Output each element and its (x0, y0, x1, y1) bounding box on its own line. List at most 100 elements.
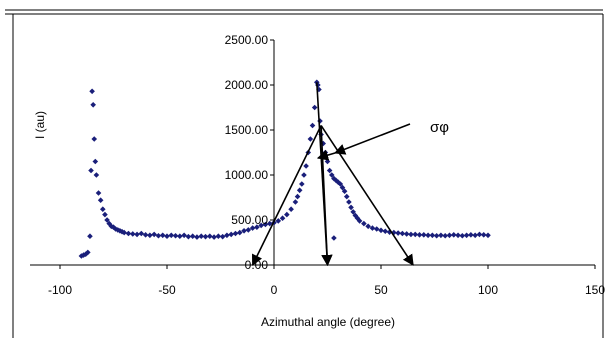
data-point (335, 179, 341, 185)
data-point (168, 232, 175, 239)
data-point (249, 225, 256, 231)
data-point (108, 223, 115, 230)
data-point (350, 209, 356, 215)
data-point (307, 136, 314, 142)
data-point (425, 232, 431, 239)
data-point (134, 231, 140, 238)
data-point (110, 224, 117, 230)
data-point (262, 221, 269, 228)
data-point (356, 218, 363, 224)
data-point (89, 88, 95, 95)
data-point (429, 232, 436, 239)
y-tick-label: 0.00 (245, 258, 269, 272)
data-point (129, 231, 136, 237)
x-tick-label: -100 (48, 283, 72, 297)
data-point (331, 235, 337, 241)
data-point (369, 225, 376, 231)
sigma-annotation: σφ (430, 119, 449, 136)
data-point (194, 234, 200, 240)
data-point (215, 233, 222, 239)
data-point (288, 206, 294, 212)
data-point (211, 234, 217, 240)
data-point (279, 215, 286, 221)
y-tick-label: 2500.00 (225, 33, 269, 47)
data-point (177, 233, 183, 239)
data-point (119, 228, 125, 235)
data-point (354, 215, 361, 221)
x-axis-ticks: -100 -50 0 50 100 150 (48, 265, 605, 297)
data-point (395, 230, 401, 236)
sigma-width-arrow (316, 149, 336, 161)
data-point (348, 204, 354, 211)
data-point (324, 158, 331, 165)
data-point (438, 232, 444, 239)
data-point (241, 228, 247, 234)
data-point (155, 232, 162, 239)
data-point (219, 233, 226, 240)
data-point (198, 233, 205, 239)
data-point (80, 252, 87, 258)
data-point (328, 172, 335, 178)
annotation-arrows (251, 82, 414, 267)
x-tick-label: 0 (271, 283, 278, 297)
data-point (309, 122, 316, 129)
data-point (459, 232, 466, 239)
data-point (399, 230, 406, 237)
data-point (151, 231, 157, 238)
x-tick-label: 150 (585, 283, 605, 297)
data-point (485, 232, 491, 239)
data-point (317, 118, 323, 124)
data-point (284, 211, 290, 218)
data-point (181, 232, 187, 239)
data-point (245, 227, 252, 233)
data-point (78, 253, 85, 259)
data-point (102, 211, 108, 218)
data-point (100, 206, 106, 212)
data-point (97, 197, 104, 203)
x-tick-label: 100 (478, 283, 498, 297)
data-point (311, 104, 318, 111)
data-point (378, 227, 384, 234)
data-point (258, 222, 264, 229)
data-point (346, 199, 352, 205)
data-point (114, 227, 121, 233)
data-point (91, 136, 98, 142)
scatter-points (78, 79, 491, 259)
data-point (228, 231, 234, 238)
y-tick-label: 500.00 (231, 213, 268, 227)
data-point (172, 232, 179, 239)
data-point (303, 163, 309, 169)
data-point (450, 232, 457, 238)
data-point (93, 172, 100, 178)
data-point (299, 181, 305, 187)
data-point (95, 190, 102, 196)
data-point (147, 232, 153, 239)
data-point (202, 233, 209, 240)
data-point (403, 231, 410, 237)
data-point (85, 249, 91, 256)
data-point (164, 233, 170, 239)
data-point (224, 232, 230, 239)
data-point (87, 233, 93, 239)
data-point (92, 158, 99, 165)
data-point (266, 220, 273, 227)
data-point (88, 167, 94, 174)
data-point (296, 187, 303, 194)
data-point (341, 188, 348, 194)
data-point (373, 226, 380, 232)
y-axis-ticks: 0.00 500.00 1000.00 1500.00 2000.00 2500.00 (225, 33, 274, 272)
data-point (365, 223, 371, 230)
data-point (455, 232, 461, 239)
annotation-arrow (316, 82, 333, 267)
data-point (412, 231, 419, 238)
data-point (301, 172, 307, 178)
data-point (189, 233, 196, 239)
data-point (117, 228, 123, 234)
data-point (292, 199, 299, 205)
data-point (125, 230, 132, 237)
x-axis-label: Azimuthal angle (degree) (261, 315, 395, 329)
data-point (254, 224, 260, 230)
annotation-arrow (320, 125, 414, 266)
data-point (468, 232, 474, 238)
x-tick-label: -50 (158, 283, 176, 297)
